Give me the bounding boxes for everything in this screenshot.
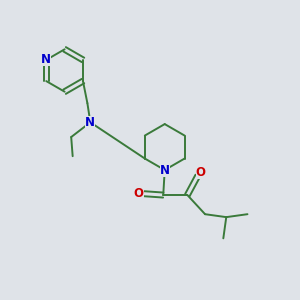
Text: N: N (160, 164, 170, 176)
Text: N: N (41, 53, 51, 66)
Text: N: N (85, 116, 95, 129)
Text: O: O (196, 167, 206, 179)
Text: O: O (134, 187, 143, 200)
